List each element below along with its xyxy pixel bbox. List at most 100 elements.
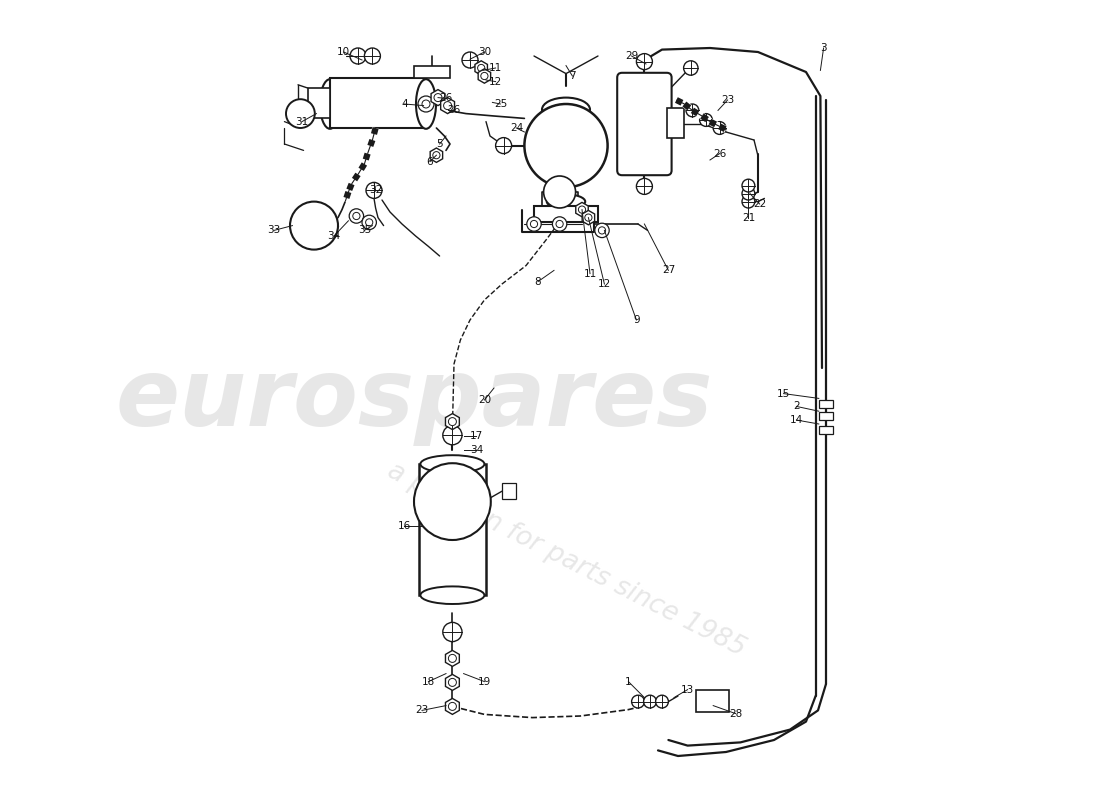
Text: 13: 13 xyxy=(681,685,694,694)
Bar xyxy=(818,426,833,434)
Polygon shape xyxy=(431,90,444,106)
Text: 23: 23 xyxy=(416,706,429,715)
Text: 23: 23 xyxy=(720,95,734,105)
Text: 6: 6 xyxy=(427,157,433,166)
Circle shape xyxy=(631,695,645,708)
Text: 11: 11 xyxy=(490,63,503,73)
Bar xyxy=(667,108,684,138)
Text: 30: 30 xyxy=(477,47,491,57)
Bar xyxy=(308,88,330,118)
Bar xyxy=(534,206,598,222)
Circle shape xyxy=(527,217,541,231)
Text: 14: 14 xyxy=(790,415,803,425)
Circle shape xyxy=(477,64,485,72)
Circle shape xyxy=(449,418,456,426)
Circle shape xyxy=(418,96,434,112)
Ellipse shape xyxy=(420,586,484,604)
Text: 11: 11 xyxy=(583,269,596,278)
Polygon shape xyxy=(446,650,460,666)
Circle shape xyxy=(637,178,652,194)
Text: 33: 33 xyxy=(267,226,280,235)
Text: 12: 12 xyxy=(490,77,503,86)
Bar xyxy=(818,400,833,408)
Text: 34: 34 xyxy=(328,231,341,241)
Ellipse shape xyxy=(547,194,585,209)
Circle shape xyxy=(422,100,430,108)
FancyBboxPatch shape xyxy=(617,73,672,175)
Circle shape xyxy=(290,202,338,250)
Text: 4: 4 xyxy=(402,99,408,109)
Text: 26: 26 xyxy=(448,106,461,115)
Bar xyxy=(330,78,426,128)
Bar xyxy=(419,464,486,595)
Circle shape xyxy=(432,151,440,158)
Circle shape xyxy=(556,220,563,227)
Circle shape xyxy=(443,426,462,445)
Ellipse shape xyxy=(320,79,340,129)
Text: 7: 7 xyxy=(569,71,575,81)
Text: eurospares: eurospares xyxy=(116,354,713,446)
Text: 31: 31 xyxy=(296,117,309,126)
Text: 34: 34 xyxy=(470,445,483,454)
Text: 18: 18 xyxy=(421,677,434,686)
Circle shape xyxy=(481,72,488,80)
Text: 15: 15 xyxy=(777,389,790,398)
Text: 35: 35 xyxy=(358,226,371,235)
Circle shape xyxy=(434,94,442,102)
Text: 29: 29 xyxy=(625,51,638,61)
Text: 21: 21 xyxy=(741,213,755,222)
Circle shape xyxy=(350,48,366,64)
Text: 3: 3 xyxy=(821,43,827,53)
Text: 10: 10 xyxy=(337,47,350,57)
Text: 17: 17 xyxy=(470,431,483,441)
Circle shape xyxy=(525,104,607,187)
Text: 22: 22 xyxy=(754,199,767,209)
Circle shape xyxy=(543,176,575,208)
Circle shape xyxy=(742,179,755,192)
Text: 26: 26 xyxy=(439,94,452,103)
Circle shape xyxy=(443,622,462,642)
Circle shape xyxy=(364,48,381,64)
Circle shape xyxy=(443,102,452,110)
Circle shape xyxy=(496,138,512,154)
Circle shape xyxy=(713,122,726,134)
Circle shape xyxy=(362,215,376,230)
Circle shape xyxy=(742,195,755,208)
Text: 8: 8 xyxy=(535,277,541,286)
Circle shape xyxy=(286,99,315,128)
Polygon shape xyxy=(575,202,589,217)
Circle shape xyxy=(449,678,456,686)
Circle shape xyxy=(579,206,585,214)
Polygon shape xyxy=(446,698,460,714)
Circle shape xyxy=(595,223,609,238)
Bar xyxy=(695,690,729,712)
Text: 24: 24 xyxy=(509,123,522,133)
Polygon shape xyxy=(582,210,595,225)
Text: 25: 25 xyxy=(494,99,507,109)
Text: 28: 28 xyxy=(729,709,743,718)
Text: 26: 26 xyxy=(713,149,726,158)
Text: 5: 5 xyxy=(437,139,443,149)
Circle shape xyxy=(686,104,698,117)
Ellipse shape xyxy=(542,98,590,122)
Text: 12: 12 xyxy=(597,279,611,289)
Bar xyxy=(818,412,833,420)
Circle shape xyxy=(530,220,538,227)
Circle shape xyxy=(366,182,382,198)
Circle shape xyxy=(644,695,657,708)
Text: 19: 19 xyxy=(477,677,491,686)
Bar xyxy=(414,66,450,78)
Text: 2: 2 xyxy=(793,402,800,411)
Text: 32: 32 xyxy=(368,186,382,195)
Circle shape xyxy=(349,209,364,223)
Bar xyxy=(502,483,516,499)
Circle shape xyxy=(414,463,491,540)
Circle shape xyxy=(637,54,652,70)
Circle shape xyxy=(353,212,360,219)
Circle shape xyxy=(365,218,373,226)
Circle shape xyxy=(683,61,698,75)
Text: 16: 16 xyxy=(398,522,411,531)
Text: a passion for parts since 1985: a passion for parts since 1985 xyxy=(383,458,749,662)
Polygon shape xyxy=(446,674,460,690)
Circle shape xyxy=(700,114,713,126)
